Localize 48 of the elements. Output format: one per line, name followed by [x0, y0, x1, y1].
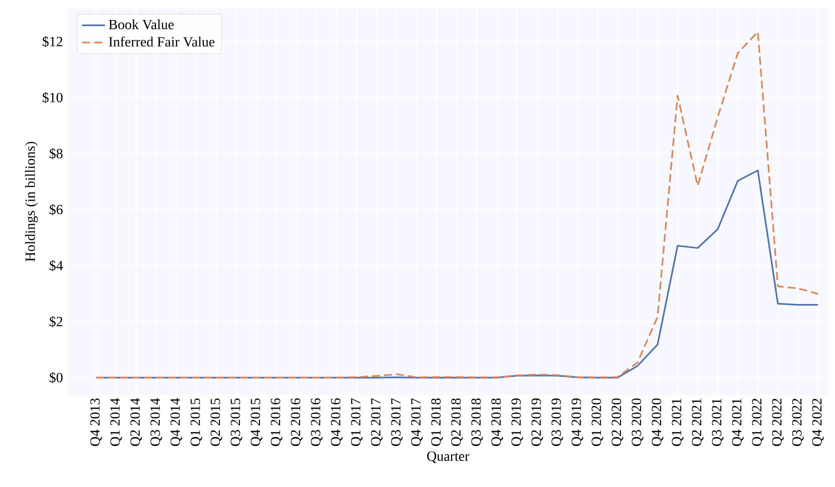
x-tick-label: Q2 2016	[290, 398, 302, 446]
x-tick-label: Q2 2022	[772, 398, 784, 446]
x-tick-label: Q4 2022	[812, 398, 824, 446]
y-axis-title: Holdings (in billions)	[25, 142, 38, 262]
x-tick-label: Q1 2019	[511, 398, 523, 446]
x-tick-label: Q4 2017	[411, 398, 423, 446]
x-tick-label: Q1 2015	[190, 398, 202, 446]
x-tick-label: Q2 2018	[451, 398, 463, 446]
y-tick-label: $6	[50, 204, 63, 216]
x-tick-label: Q4 2016	[330, 398, 342, 446]
x-tick-label: Q2 2015	[210, 398, 222, 446]
x-tick-label: Q1 2014	[110, 398, 122, 446]
x-tick-label: Q2 2021	[692, 398, 704, 446]
x-tick-label: Q4 2015	[250, 398, 262, 446]
x-tick-label: Q4 2018	[491, 398, 503, 446]
x-tick-label: Q4 2013	[90, 398, 102, 446]
legend-label: Inferred Fair Value	[108, 36, 214, 47]
x-tick-label: Q3 2014	[150, 398, 162, 446]
x-tick-label: Q1 2022	[752, 398, 764, 446]
legend-label: Book Value	[108, 19, 174, 30]
x-axis-title: Quarter	[427, 451, 470, 464]
x-tick-label: Q3 2020	[632, 398, 644, 446]
x-tick-label: Q3 2017	[391, 398, 403, 446]
y-tick-label: $10	[42, 92, 63, 104]
x-tick-label: Q3 2019	[552, 398, 564, 446]
y-tick-label: $2	[50, 316, 62, 328]
x-tick-label: Q2 2014	[130, 398, 142, 446]
x-tick-label: Q1 2018	[431, 398, 443, 446]
x-tick-label: Q4 2019	[572, 398, 584, 446]
x-tick-label: Q3 2021	[712, 398, 724, 446]
x-tick-label: Q3 2015	[230, 398, 242, 446]
x-tick-label: Q3 2016	[310, 398, 322, 446]
x-tick-label: Q1 2017	[350, 398, 363, 446]
x-tick-label: Q2 2017	[371, 398, 383, 446]
y-tick-label: $4	[50, 260, 63, 272]
x-tick-label: Q3 2022	[792, 398, 804, 446]
x-tick-label: Q1 2016	[270, 398, 282, 446]
x-tick-label: Q2 2019	[531, 398, 544, 446]
y-tick-label: $12	[42, 36, 62, 48]
y-tick-label: $8	[50, 148, 63, 160]
x-tick-label: Q4 2021	[732, 398, 744, 446]
x-tick-label: Q2 2020	[612, 398, 624, 446]
y-tick-label: $0	[50, 372, 63, 384]
x-tick-label: Q1 2021	[672, 398, 684, 446]
x-tick-label: Q1 2020	[592, 398, 604, 446]
x-tick-label: Q4 2020	[652, 398, 664, 446]
x-tick-label: Q3 2018	[471, 398, 483, 446]
x-tick-label: Q4 2014	[170, 398, 182, 446]
